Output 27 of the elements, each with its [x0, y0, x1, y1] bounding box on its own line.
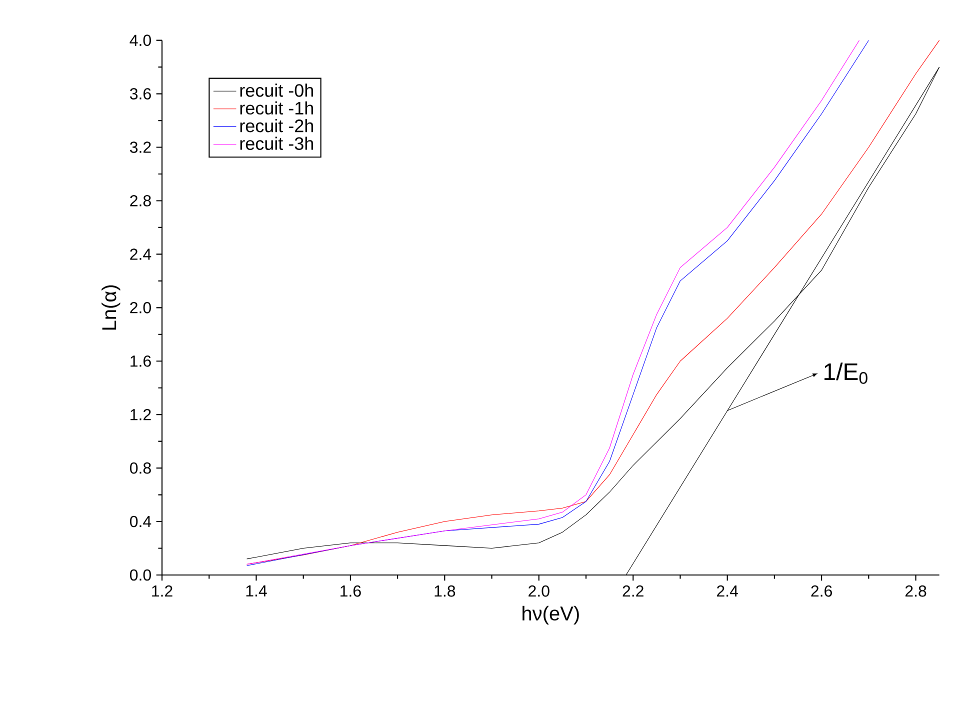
legend-label: recuit -1h [240, 101, 313, 115]
y-tick-label: 2.0 [130, 302, 151, 314]
y-tick-label: 2.4 [130, 248, 152, 260]
y-tick-label: 2.8 [130, 195, 151, 206]
x-tick-label: 2.8 [905, 585, 926, 597]
x-tick-label: 1.6 [340, 585, 361, 597]
x-axis-title: hν(eV) [522, 606, 579, 624]
x-tick-label: 1.8 [434, 585, 456, 597]
y-tick-label: 0.4 [130, 516, 152, 528]
y-tick-label: 3.6 [130, 88, 151, 100]
x-tick-label: 2.2 [622, 585, 644, 597]
x-tick-label: 2.0 [528, 585, 550, 597]
x-tick-label: 1.4 [246, 585, 267, 596]
legend-label: recuit -3h [240, 136, 313, 150]
y-tick-label: 0.8 [130, 462, 151, 474]
x-tick-label: 2.6 [811, 585, 832, 597]
y-axis-title: Ln(α) [102, 285, 120, 330]
legend-label: recuit -2h [240, 119, 313, 132]
annotation: 1/E$_{0}$ [824, 362, 868, 384]
y-tick-label: 1.2 [130, 409, 151, 420]
y-tick-label: 0.0 [130, 569, 151, 581]
legend-label: recuit -0h [240, 84, 313, 97]
x-tick-label: 1.2 [152, 585, 172, 597]
x-tick-label: 2.4 [717, 585, 738, 597]
y-tick-label: 3.2 [130, 142, 151, 153]
y-tick-label: 4.0 [130, 34, 151, 46]
y-tick-label: 1.6 [130, 355, 151, 367]
